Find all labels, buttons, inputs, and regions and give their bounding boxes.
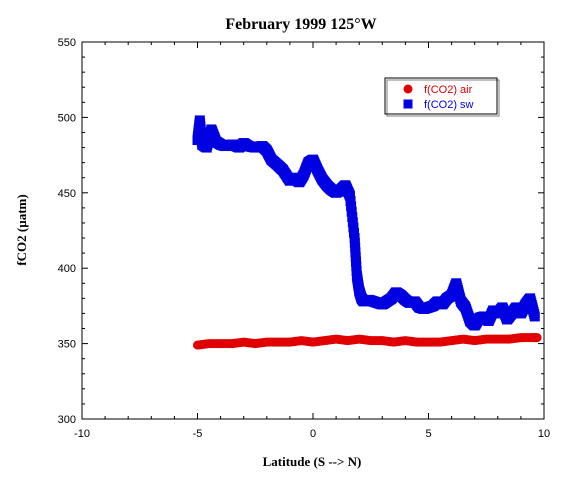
y-tick-label: 500 [58,112,76,124]
y-tick-label: 550 [58,37,76,49]
marker-trail-sw [349,227,360,238]
y-tick-label: 450 [58,188,76,200]
x-tick-label: 0 [310,428,316,440]
marker-trail-sw [346,201,357,212]
y-tick-label: 300 [58,414,76,426]
y-axis-label: fCO2 (µatm) [14,194,29,265]
data-point-air [532,333,542,343]
x-tick-label: -5 [193,428,203,440]
data-series [192,115,542,350]
y-tick-label: 350 [58,339,76,351]
series-sw [192,115,540,331]
legend: f(CO2) air f(CO2) sw [384,77,500,117]
marker-trail-sw [345,196,356,207]
legend-label-sw: f(CO2) sw [424,99,474,111]
chart-title: February 1999 125°W [225,16,376,33]
legend-shadow [386,79,500,117]
legend-label-air: f(CO2) air [424,84,473,96]
data-point-sw [344,190,355,201]
marker-trail-sw [347,211,358,222]
data-point-sw [529,311,540,322]
x-axis: -10 -5 0 5 10 [74,42,550,440]
series-air [193,333,542,350]
y-axis: 300 350 400 450 500 550 [58,37,544,426]
marker-trail-sw [348,222,359,233]
marker-trail-sw [346,206,357,217]
x-axis-label: Latitude (S --> N) [263,454,362,469]
legend-marker-air [403,84,413,94]
y-tick-label: 400 [58,263,76,275]
x-tick-label: -10 [74,428,90,440]
legend-marker-sw [403,99,413,109]
x-tick-label: 10 [538,428,550,440]
marker-trail-sw [347,217,358,228]
x-tick-label: 5 [425,428,431,440]
